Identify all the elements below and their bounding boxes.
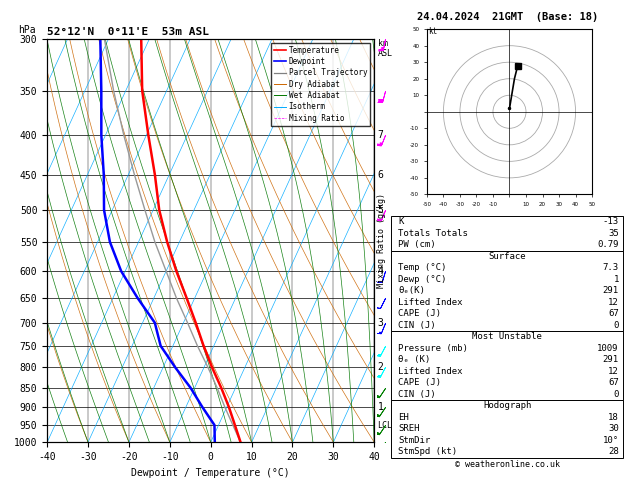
Text: 24.04.2024  21GMT  (Base: 18): 24.04.2024 21GMT (Base: 18) bbox=[417, 12, 599, 22]
Text: 3: 3 bbox=[377, 318, 384, 328]
Text: CIN (J): CIN (J) bbox=[398, 390, 436, 399]
Text: 67: 67 bbox=[608, 310, 619, 318]
Text: 4: 4 bbox=[377, 266, 384, 276]
Text: 1: 1 bbox=[613, 275, 619, 284]
X-axis label: Dewpoint / Temperature (°C): Dewpoint / Temperature (°C) bbox=[131, 468, 290, 478]
Text: 1009: 1009 bbox=[598, 344, 619, 353]
Text: SREH: SREH bbox=[398, 424, 420, 434]
Text: StmDir: StmDir bbox=[398, 436, 430, 445]
Text: 12: 12 bbox=[608, 367, 619, 376]
Text: 28: 28 bbox=[608, 448, 619, 456]
Text: θₑ(K): θₑ(K) bbox=[398, 286, 425, 295]
Text: CIN (J): CIN (J) bbox=[398, 321, 436, 330]
Text: Temp (°C): Temp (°C) bbox=[398, 263, 447, 272]
Text: © weatheronline.co.uk: © weatheronline.co.uk bbox=[455, 460, 560, 469]
Text: Hodograph: Hodograph bbox=[483, 401, 532, 410]
Text: 18: 18 bbox=[608, 413, 619, 422]
Text: CAPE (J): CAPE (J) bbox=[398, 310, 441, 318]
Text: Lifted Index: Lifted Index bbox=[398, 367, 463, 376]
Text: Pressure (mb): Pressure (mb) bbox=[398, 344, 468, 353]
Text: 7: 7 bbox=[377, 130, 384, 140]
Bar bbox=[391, 216, 623, 251]
Text: 0: 0 bbox=[613, 321, 619, 330]
Text: K: K bbox=[398, 217, 404, 226]
Text: 6: 6 bbox=[377, 170, 384, 180]
Text: 291: 291 bbox=[603, 355, 619, 364]
Text: Dewp (°C): Dewp (°C) bbox=[398, 275, 447, 284]
Text: 1: 1 bbox=[377, 402, 384, 412]
Text: Lifted Index: Lifted Index bbox=[398, 298, 463, 307]
Text: km
ASL: km ASL bbox=[377, 39, 392, 58]
Bar bbox=[391, 251, 623, 331]
Text: hPa: hPa bbox=[18, 25, 35, 35]
Text: 7.3: 7.3 bbox=[603, 263, 619, 272]
Legend: Temperature, Dewpoint, Parcel Trajectory, Dry Adiabat, Wet Adiabat, Isotherm, Mi: Temperature, Dewpoint, Parcel Trajectory… bbox=[271, 43, 370, 125]
Text: Totals Totals: Totals Totals bbox=[398, 229, 468, 238]
Text: 0: 0 bbox=[613, 390, 619, 399]
Text: 35: 35 bbox=[608, 229, 619, 238]
Text: 67: 67 bbox=[608, 379, 619, 387]
Text: 30: 30 bbox=[608, 424, 619, 434]
Text: LCL: LCL bbox=[377, 420, 392, 430]
Text: 0.79: 0.79 bbox=[598, 240, 619, 249]
Text: -13: -13 bbox=[603, 217, 619, 226]
Text: StmSpd (kt): StmSpd (kt) bbox=[398, 448, 457, 456]
Text: kt: kt bbox=[428, 27, 438, 36]
Text: θₑ (K): θₑ (K) bbox=[398, 355, 430, 364]
Bar bbox=[391, 400, 623, 458]
Text: Most Unstable: Most Unstable bbox=[472, 332, 542, 341]
Text: PW (cm): PW (cm) bbox=[398, 240, 436, 249]
Text: CAPE (J): CAPE (J) bbox=[398, 379, 441, 387]
Text: 10°: 10° bbox=[603, 436, 619, 445]
Bar bbox=[391, 331, 623, 400]
Text: Surface: Surface bbox=[489, 252, 526, 261]
Text: 52°12'N  0°11'E  53m ASL: 52°12'N 0°11'E 53m ASL bbox=[47, 27, 209, 37]
Text: 12: 12 bbox=[608, 298, 619, 307]
Text: 5: 5 bbox=[377, 205, 384, 215]
Text: EH: EH bbox=[398, 413, 409, 422]
Text: 2: 2 bbox=[377, 363, 384, 372]
Text: 291: 291 bbox=[603, 286, 619, 295]
Text: Mixing Ratio (g/kg): Mixing Ratio (g/kg) bbox=[377, 193, 386, 288]
